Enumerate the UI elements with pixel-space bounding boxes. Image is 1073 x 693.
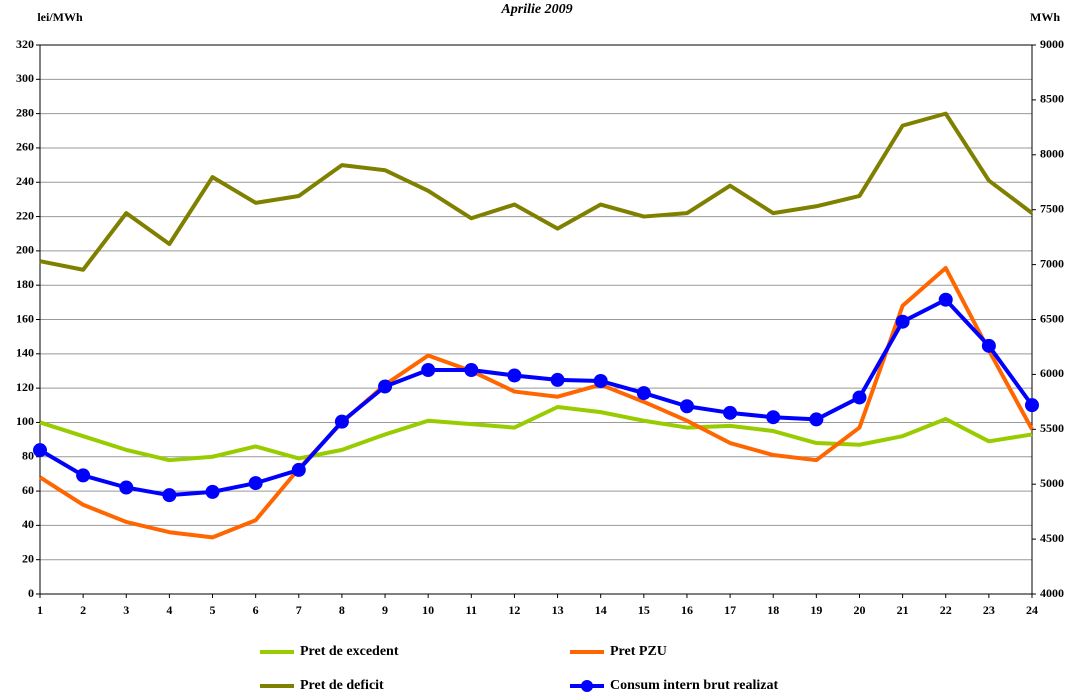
- y2-tick-label: 6500: [1040, 311, 1064, 325]
- point: [291, 462, 306, 477]
- y-tick-label: 280: [16, 105, 34, 119]
- x-tick-label: 8: [339, 603, 345, 617]
- y-tick-label: 200: [16, 243, 34, 257]
- legend-marker: [581, 680, 593, 692]
- y-tick-label: 40: [22, 517, 34, 531]
- y2-tick-label: 8000: [1040, 147, 1064, 161]
- legend-label: Pret de deficit: [300, 678, 384, 693]
- x-tick-label: 6: [253, 603, 259, 617]
- point: [723, 405, 738, 420]
- y2-tick-label: 4500: [1040, 531, 1064, 545]
- x-tick-label: 24: [1026, 603, 1038, 617]
- point: [421, 363, 436, 378]
- point: [938, 292, 953, 307]
- point: [507, 368, 522, 383]
- point: [205, 484, 220, 499]
- point: [636, 386, 651, 401]
- point: [766, 410, 781, 425]
- y-tick-label: 140: [16, 346, 34, 360]
- point: [33, 443, 47, 458]
- y-tick-label: 60: [22, 483, 34, 497]
- y-tick-label: 320: [16, 37, 34, 51]
- x-tick-label: 23: [983, 603, 995, 617]
- y-tick-label: 220: [16, 208, 34, 222]
- point: [593, 373, 608, 388]
- legend-label: Pret de excedent: [300, 644, 399, 659]
- y2-axis-label: MWh: [1030, 10, 1060, 24]
- y-tick-label: 100: [16, 414, 34, 428]
- point: [248, 476, 263, 491]
- y2-tick-label: 5000: [1040, 476, 1064, 490]
- x-tick-label: 15: [638, 603, 650, 617]
- point: [378, 379, 393, 394]
- point: [809, 412, 824, 427]
- x-tick-label: 18: [767, 603, 779, 617]
- legend-label: Pret PZU: [610, 644, 667, 659]
- y2-tick-label: 9000: [1040, 37, 1064, 51]
- y2-tick-label: 7500: [1040, 201, 1064, 215]
- x-tick-label: 21: [897, 603, 909, 617]
- series-line: [39, 404, 1033, 463]
- x-tick-label: 17: [724, 603, 736, 617]
- y-tick-label: 260: [16, 140, 34, 154]
- legend-label: Consum intern brut realizat: [610, 678, 778, 693]
- y-tick-label: 240: [16, 174, 34, 188]
- x-tick-label: 13: [552, 603, 564, 617]
- x-tick-label: 9: [382, 603, 388, 617]
- y2-tick-label: 6000: [1040, 366, 1064, 380]
- chart-title: Aprilie 2009: [500, 2, 572, 17]
- point: [1025, 398, 1039, 413]
- x-tick-label: 14: [595, 603, 607, 617]
- y-tick-label: 0: [28, 586, 34, 600]
- point: [852, 390, 867, 405]
- y-tick-label: 120: [16, 380, 34, 394]
- point: [550, 372, 565, 387]
- plot-frame: [39, 44, 1033, 595]
- point: [119, 480, 134, 495]
- y-tick-label: 160: [16, 311, 34, 325]
- x-tick-label: 20: [853, 603, 865, 617]
- x-tick-label: 16: [681, 603, 693, 617]
- x-tick-label: 4: [166, 603, 172, 617]
- point: [464, 363, 479, 378]
- x-tick-label: 3: [123, 603, 129, 617]
- point: [76, 468, 91, 483]
- y2-tick-label: 4000: [1040, 586, 1064, 600]
- y-tick-label: 300: [16, 71, 34, 85]
- x-tick-label: 22: [940, 603, 952, 617]
- x-tick-label: 7: [296, 603, 302, 617]
- x-tick-label: 2: [80, 603, 86, 617]
- point: [679, 399, 694, 414]
- y2-tick-label: 7000: [1040, 256, 1064, 270]
- y2-tick-label: 5500: [1040, 421, 1064, 435]
- series-line: [38, 266, 1034, 540]
- y-tick-label: 20: [22, 551, 34, 565]
- series-line: [38, 297, 1034, 498]
- point: [162, 488, 177, 503]
- x-tick-label: 19: [810, 603, 822, 617]
- x-tick-label: 10: [422, 603, 434, 617]
- point: [334, 414, 349, 429]
- y-tick-label: 180: [16, 277, 34, 291]
- point: [981, 338, 996, 353]
- x-tick-label: 11: [466, 603, 477, 617]
- point: [895, 314, 910, 329]
- y-axis-label: lei/MWh: [37, 10, 83, 24]
- x-tick-label: 1: [37, 603, 43, 617]
- y-tick-label: 80: [22, 449, 34, 463]
- x-tick-label: 12: [508, 603, 520, 617]
- x-tick-label: 5: [210, 603, 216, 617]
- y2-tick-label: 8500: [1040, 92, 1064, 106]
- series-line: [39, 111, 1034, 272]
